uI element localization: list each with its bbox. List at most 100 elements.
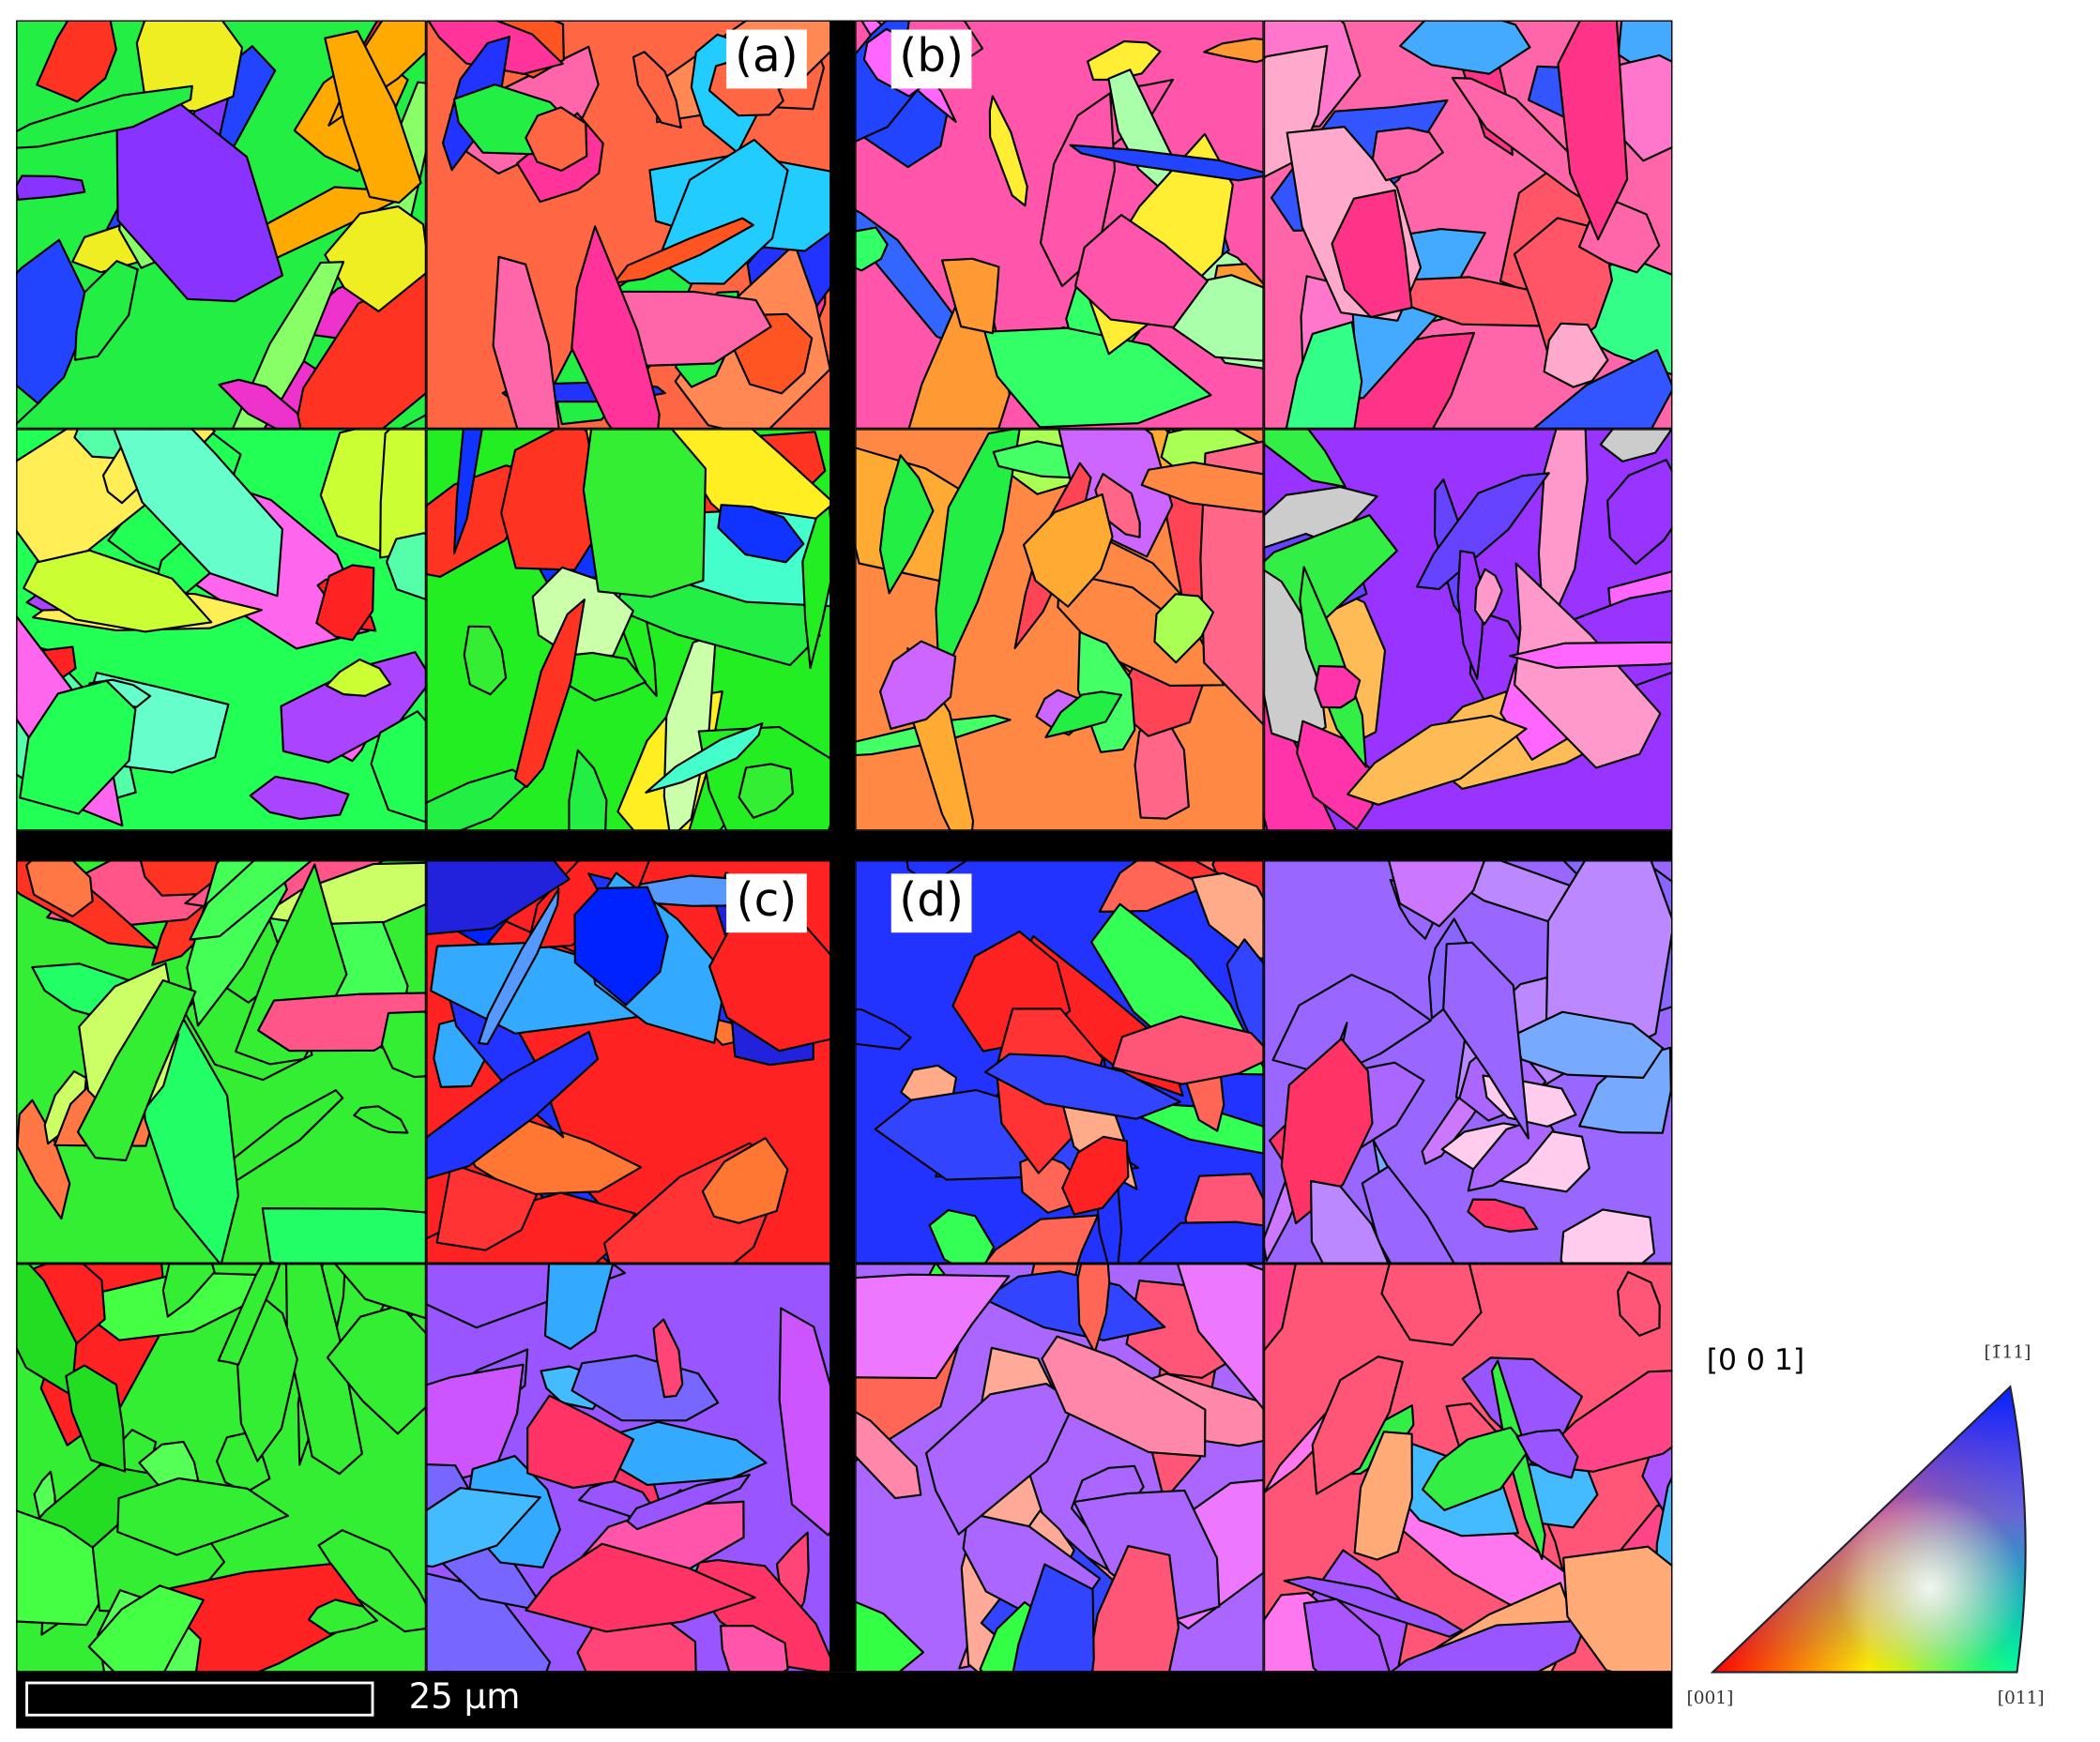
grain: [1557, 20, 1629, 241]
grain: [983, 326, 1212, 429]
grain: [526, 1394, 635, 1490]
grain: [1456, 550, 1485, 680]
grain: [543, 1263, 615, 1351]
grain: [1263, 1263, 1297, 1353]
grain: [1140, 461, 1264, 513]
grain: [379, 429, 427, 559]
grain: [1545, 860, 1673, 1065]
grain: [1061, 1135, 1130, 1216]
grain: [1599, 429, 1672, 462]
corner-label: [011]: [1998, 1689, 2045, 1708]
grain: [317, 1529, 427, 1633]
grain: [855, 1007, 912, 1051]
grain: [855, 1600, 924, 1673]
grain: [1094, 473, 1141, 538]
grain: [189, 860, 312, 941]
grain: [1263, 429, 1347, 488]
grain: [161, 1263, 216, 1318]
ebsd-maps: [16, 20, 1673, 1673]
map-tile: [16, 20, 427, 430]
grain: [1012, 1563, 1095, 1673]
grain: [1302, 1598, 1392, 1673]
label-box: [726, 873, 807, 933]
map-tile: [426, 429, 831, 831]
grain: [1314, 664, 1362, 709]
grain: [492, 255, 560, 430]
grain: [1283, 1576, 1464, 1638]
grain: [284, 1263, 363, 1476]
map-tile: [16, 429, 427, 831]
grain: [16, 174, 86, 201]
grain: [333, 1263, 427, 1320]
grain: [720, 1624, 789, 1673]
grain: [1111, 1015, 1264, 1085]
grain: [463, 625, 508, 696]
grain: [1041, 1335, 1207, 1458]
legend-title: [0 0 1]: [1707, 1343, 1804, 1377]
grain: [280, 651, 427, 764]
grain: [249, 775, 350, 821]
map-tile: [1263, 429, 1673, 831]
grain: [571, 225, 661, 430]
grain: [855, 226, 889, 272]
grain: [452, 429, 483, 555]
grain: [324, 205, 427, 313]
scale-bar: [25, 1681, 374, 1717]
grain: [113, 429, 283, 598]
grain: [307, 1598, 378, 1635]
grain: [353, 1105, 409, 1134]
grain: [16, 1509, 122, 1627]
grain: [1560, 1208, 1656, 1264]
grain: [778, 1307, 831, 1537]
grain: [315, 564, 375, 642]
grain: [940, 257, 1000, 335]
grain: [1280, 1038, 1374, 1225]
separator: [830, 20, 856, 1673]
grain: [294, 270, 427, 430]
grain: [426, 1572, 552, 1673]
grain: [16, 1263, 78, 1397]
grain: [1353, 1431, 1413, 1561]
grain: [87, 1584, 205, 1673]
grain: [16, 1098, 71, 1220]
grain: [701, 1137, 789, 1224]
grain: [1467, 1198, 1539, 1233]
grain: [582, 429, 708, 598]
ipf-legend: [0 0 1] [001] [1̄11] [011]: [1686, 1343, 2044, 1708]
grain: [116, 1477, 289, 1556]
grain: [324, 30, 422, 204]
grain: [1199, 440, 1264, 726]
grain: [717, 504, 805, 564]
grain: [1263, 568, 1327, 745]
grain: [1606, 459, 1673, 566]
grain: [1562, 1545, 1673, 1673]
grain: [708, 916, 831, 1053]
map-tile: [1263, 20, 1673, 430]
grain: [1073, 214, 1210, 329]
grain: [568, 749, 608, 831]
panel-label: (a): [735, 30, 799, 83]
map-tile: [855, 1263, 1264, 1673]
grain: [1022, 492, 1114, 608]
map-tile: [16, 1263, 427, 1673]
grain: [1415, 472, 1550, 591]
grain: [1137, 1220, 1264, 1264]
grain: [1371, 127, 1444, 182]
grain: [1531, 348, 1673, 430]
grain: [928, 1208, 996, 1264]
grain: [1473, 568, 1503, 626]
map-tile: [16, 860, 427, 1264]
grain: [1617, 1270, 1661, 1337]
grain: [65, 1364, 127, 1473]
grain: [1387, 860, 1486, 928]
grain: [1543, 322, 1609, 388]
map-tile: [426, 860, 831, 1264]
grain: [16, 238, 94, 404]
label-box: [726, 29, 807, 89]
grain: [236, 1295, 298, 1462]
grain: [380, 1010, 427, 1079]
map-tile: [426, 1263, 831, 1673]
grain: [1285, 321, 1363, 430]
